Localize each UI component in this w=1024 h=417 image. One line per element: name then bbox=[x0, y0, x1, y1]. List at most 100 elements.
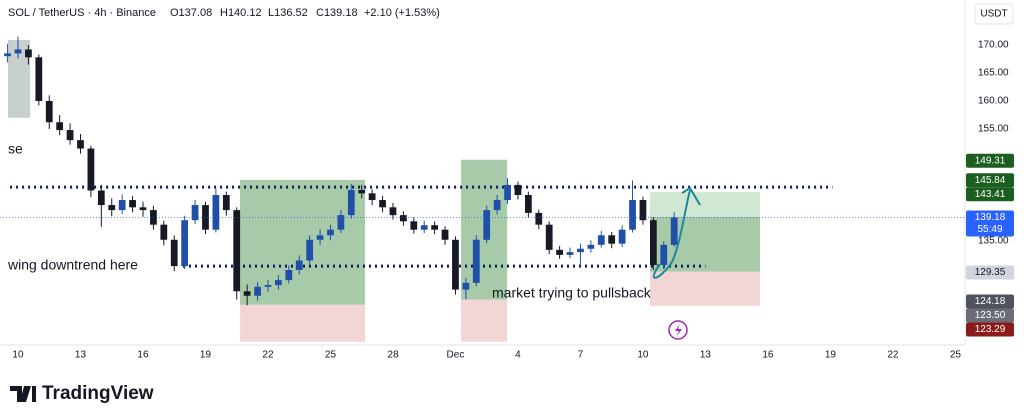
candle-body bbox=[483, 210, 491, 240]
candle-body bbox=[87, 148, 95, 191]
price-badge-label: 124.18 bbox=[975, 296, 1006, 307]
candle-body bbox=[649, 220, 657, 265]
ohlc-high: H140.12 bbox=[220, 7, 262, 19]
candle-body bbox=[243, 291, 251, 296]
candle-body bbox=[77, 140, 84, 149]
candle-body bbox=[202, 205, 209, 230]
event-icon-bolt bbox=[675, 324, 682, 337]
price-badge-label: 123.50 bbox=[975, 310, 1006, 321]
logo bbox=[10, 386, 36, 402]
candle-body bbox=[264, 285, 272, 287]
position-zone bbox=[240, 179, 366, 305]
candle-body bbox=[566, 252, 574, 255]
x-tick-label: 7 bbox=[578, 350, 584, 361]
x-tick-label: 4 bbox=[515, 350, 521, 361]
candle-body bbox=[556, 249, 564, 255]
candle-body bbox=[233, 210, 241, 292]
candle-body bbox=[431, 225, 439, 230]
candle-body bbox=[316, 235, 324, 240]
position-zone bbox=[650, 271, 761, 306]
candle-body bbox=[368, 193, 376, 201]
candle-body bbox=[129, 200, 136, 208]
candle-body bbox=[535, 212, 543, 225]
price-badge bbox=[966, 265, 1014, 280]
annotation: se bbox=[8, 141, 23, 157]
candle-body bbox=[399, 215, 407, 222]
position-zone bbox=[461, 299, 508, 342]
candle-body bbox=[660, 244, 668, 265]
symbol: SOL / TetherUS · 4h · Binance bbox=[8, 7, 156, 19]
candle-body bbox=[597, 235, 605, 245]
candle-body bbox=[327, 229, 334, 236]
candle-body bbox=[420, 225, 428, 230]
candle-body bbox=[275, 280, 282, 286]
change: +2.10 (+1.53%) bbox=[364, 7, 440, 19]
price-badge bbox=[966, 322, 1014, 337]
price-badge bbox=[966, 153, 1014, 168]
x-tick-label: 16 bbox=[137, 350, 149, 361]
x-tick-label: 13 bbox=[75, 350, 87, 361]
ohlc-open: O137.08 bbox=[170, 7, 212, 19]
candle-body bbox=[587, 244, 595, 249]
y-tick-label: 155.00 bbox=[978, 124, 1009, 135]
candle-body bbox=[608, 235, 616, 244]
price-badge-label: 123.29 bbox=[975, 324, 1006, 335]
x-tick-label: 19 bbox=[200, 350, 212, 361]
candle-body bbox=[160, 224, 168, 240]
candle-body bbox=[618, 229, 626, 244]
position-zone bbox=[650, 191, 761, 217]
candle-body bbox=[118, 200, 126, 211]
candle-body bbox=[514, 184, 522, 195]
arrow bbox=[652, 186, 701, 279]
candle-body bbox=[577, 248, 584, 253]
candle-body bbox=[358, 189, 366, 194]
candle-body bbox=[379, 200, 386, 208]
y-tick-label: 165.00 bbox=[978, 68, 1009, 79]
price-badge-label: 129.35 bbox=[975, 267, 1006, 278]
brand: TradingView bbox=[42, 383, 154, 404]
x-tick-label: 22 bbox=[262, 350, 274, 361]
candle-body bbox=[452, 239, 459, 290]
position-zone bbox=[7, 39, 31, 118]
price-badge bbox=[966, 187, 1014, 202]
x-tick-label: 25 bbox=[325, 350, 337, 361]
x-tick-label: 19 bbox=[825, 350, 837, 361]
y-tick-label: 135.00 bbox=[978, 236, 1009, 247]
candle-body bbox=[254, 286, 261, 296]
candle-body bbox=[524, 195, 532, 213]
candle-body bbox=[504, 184, 511, 201]
candle-body bbox=[347, 189, 355, 216]
candle-body bbox=[191, 205, 199, 221]
logo-mark bbox=[10, 386, 36, 402]
x-tick-label: Dec bbox=[447, 350, 465, 361]
currency-box[interactable] bbox=[974, 3, 1014, 25]
price-badge-label: 139.18 bbox=[975, 212, 1006, 223]
y-tick-label: 170.00 bbox=[978, 40, 1009, 51]
x-tick-label: 10 bbox=[637, 350, 649, 361]
candle-body bbox=[306, 239, 314, 261]
candle-body bbox=[14, 49, 22, 54]
candle-body bbox=[337, 215, 345, 230]
candle-body bbox=[410, 221, 418, 230]
candle-body bbox=[295, 260, 303, 270]
candle-body bbox=[389, 207, 397, 216]
candle-body bbox=[493, 200, 501, 211]
x-tick-label: 28 bbox=[387, 350, 399, 361]
candle-body bbox=[56, 122, 64, 131]
candle-body bbox=[181, 220, 189, 267]
price-badge bbox=[966, 308, 1014, 323]
candle-body bbox=[670, 217, 678, 245]
position-zone bbox=[650, 216, 761, 272]
annotation: wing downtrend here bbox=[7, 257, 138, 273]
candle-body bbox=[462, 282, 470, 290]
position-zone bbox=[240, 304, 366, 342]
price-badge bbox=[966, 173, 1014, 188]
candle-body bbox=[97, 190, 105, 206]
candle-body bbox=[139, 207, 147, 211]
countdown: 55:49 bbox=[977, 224, 1002, 235]
candle-body bbox=[170, 239, 178, 267]
plot-area bbox=[0, 36, 965, 342]
price-badge bbox=[966, 210, 1014, 237]
price-badge-label: 145.84 bbox=[975, 175, 1006, 186]
